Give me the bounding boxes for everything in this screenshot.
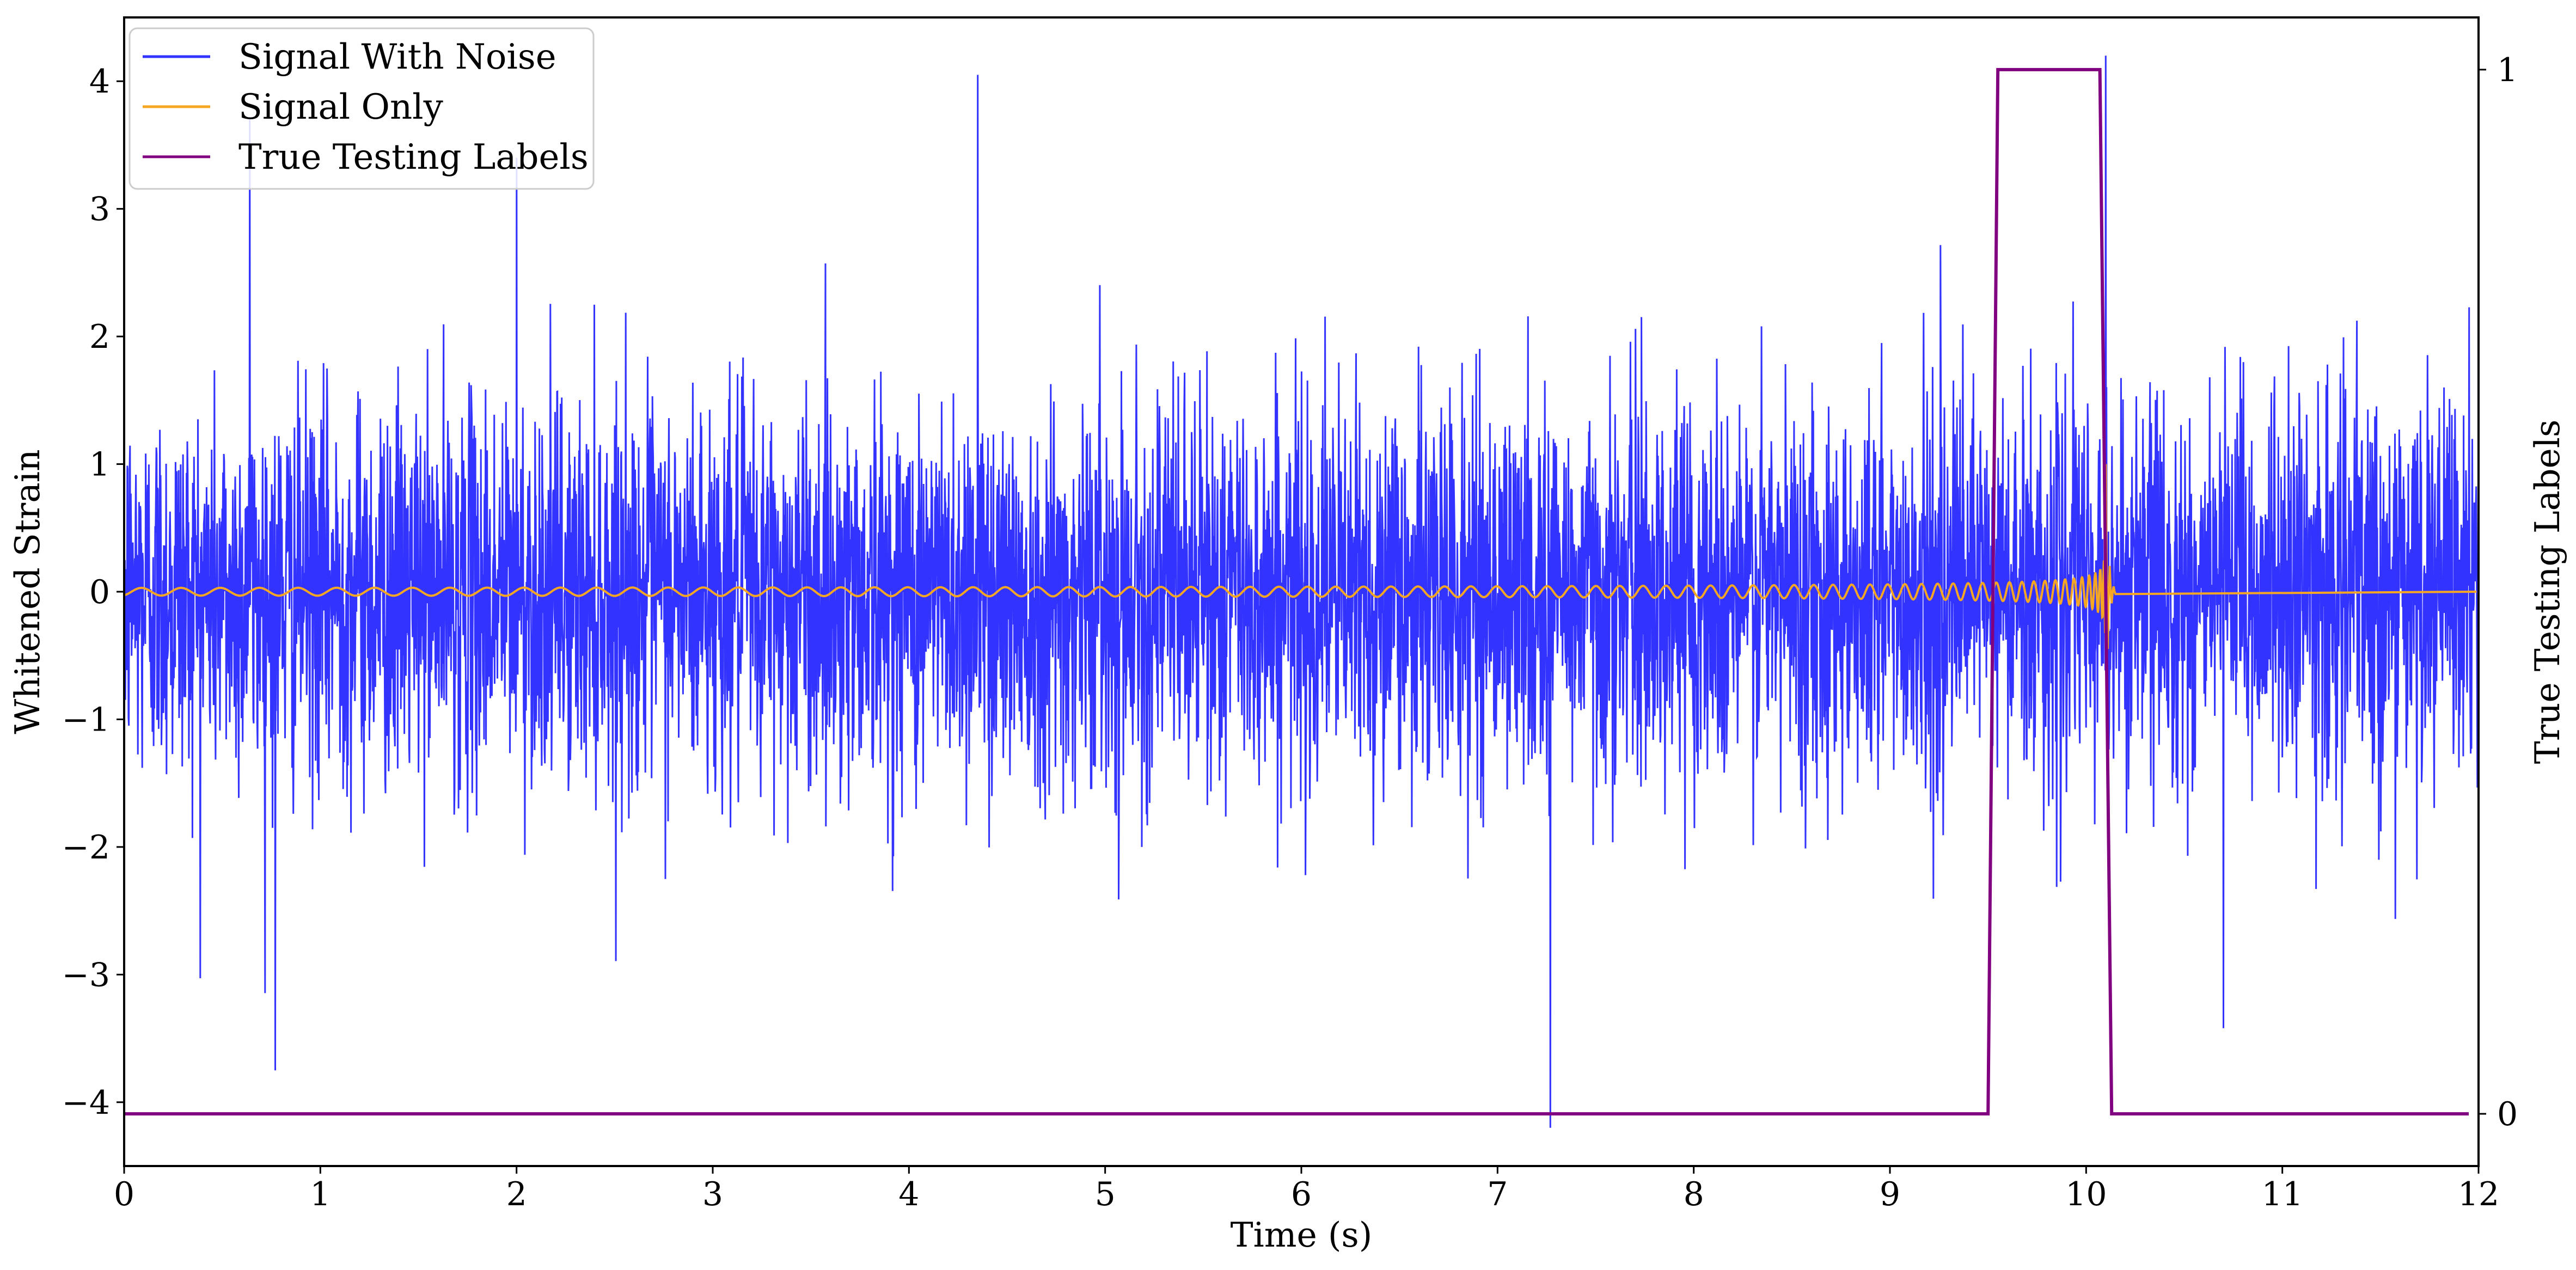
series-line-signal-with-noise xyxy=(124,56,2479,1128)
plot-series-group xyxy=(124,56,2479,1128)
legend-label: Signal Only xyxy=(238,87,443,127)
x-tick-label: 6 xyxy=(1291,1175,1312,1213)
x-tick-label: 8 xyxy=(1684,1175,1704,1213)
y2-axis-title: True Testing Labels xyxy=(2528,420,2567,764)
y-tick-label: 1 xyxy=(89,446,110,484)
legend-label: Signal With Noise xyxy=(238,37,556,77)
y-tick-label: −1 xyxy=(62,701,110,739)
x-tick-label: 9 xyxy=(1880,1175,1900,1213)
y-tick-label: 2 xyxy=(89,318,110,356)
x-tick-label: 12 xyxy=(2458,1175,2499,1213)
y-tick-label: 0 xyxy=(89,573,110,611)
x-tick-label: 3 xyxy=(702,1175,723,1213)
series-line-true-testing-labels xyxy=(124,68,2469,1116)
x-tick-label: 5 xyxy=(1095,1175,1116,1213)
x-tick-label: 0 xyxy=(114,1175,134,1213)
x-tick-label: 4 xyxy=(898,1175,919,1213)
y-axis-title: Whitened Strain xyxy=(8,449,47,734)
y-tick-label: −3 xyxy=(62,956,110,994)
y2-tick-label: 1 xyxy=(2497,51,2518,89)
y-tick-label: 4 xyxy=(89,63,110,101)
x-axis-title: Time (s) xyxy=(1231,1215,1373,1255)
legend-label: True Testing Labels xyxy=(238,137,589,177)
series-line-signal-only xyxy=(124,464,2477,649)
y2-tick-label: 0 xyxy=(2497,1095,2518,1133)
x-tick-label: 7 xyxy=(1487,1175,1508,1213)
y-tick-label: −4 xyxy=(62,1084,110,1122)
x-tick-label: 10 xyxy=(2065,1175,2107,1213)
y-tick-label: −2 xyxy=(62,829,110,867)
x-tick-label: 2 xyxy=(506,1175,527,1213)
legend: Signal With Noise Signal Only True Testing… xyxy=(129,27,595,190)
legend-box xyxy=(129,27,595,190)
x-tick-label: 1 xyxy=(310,1175,331,1213)
y-tick-label: 3 xyxy=(89,191,110,229)
x-tick-label: 11 xyxy=(2261,1175,2303,1213)
